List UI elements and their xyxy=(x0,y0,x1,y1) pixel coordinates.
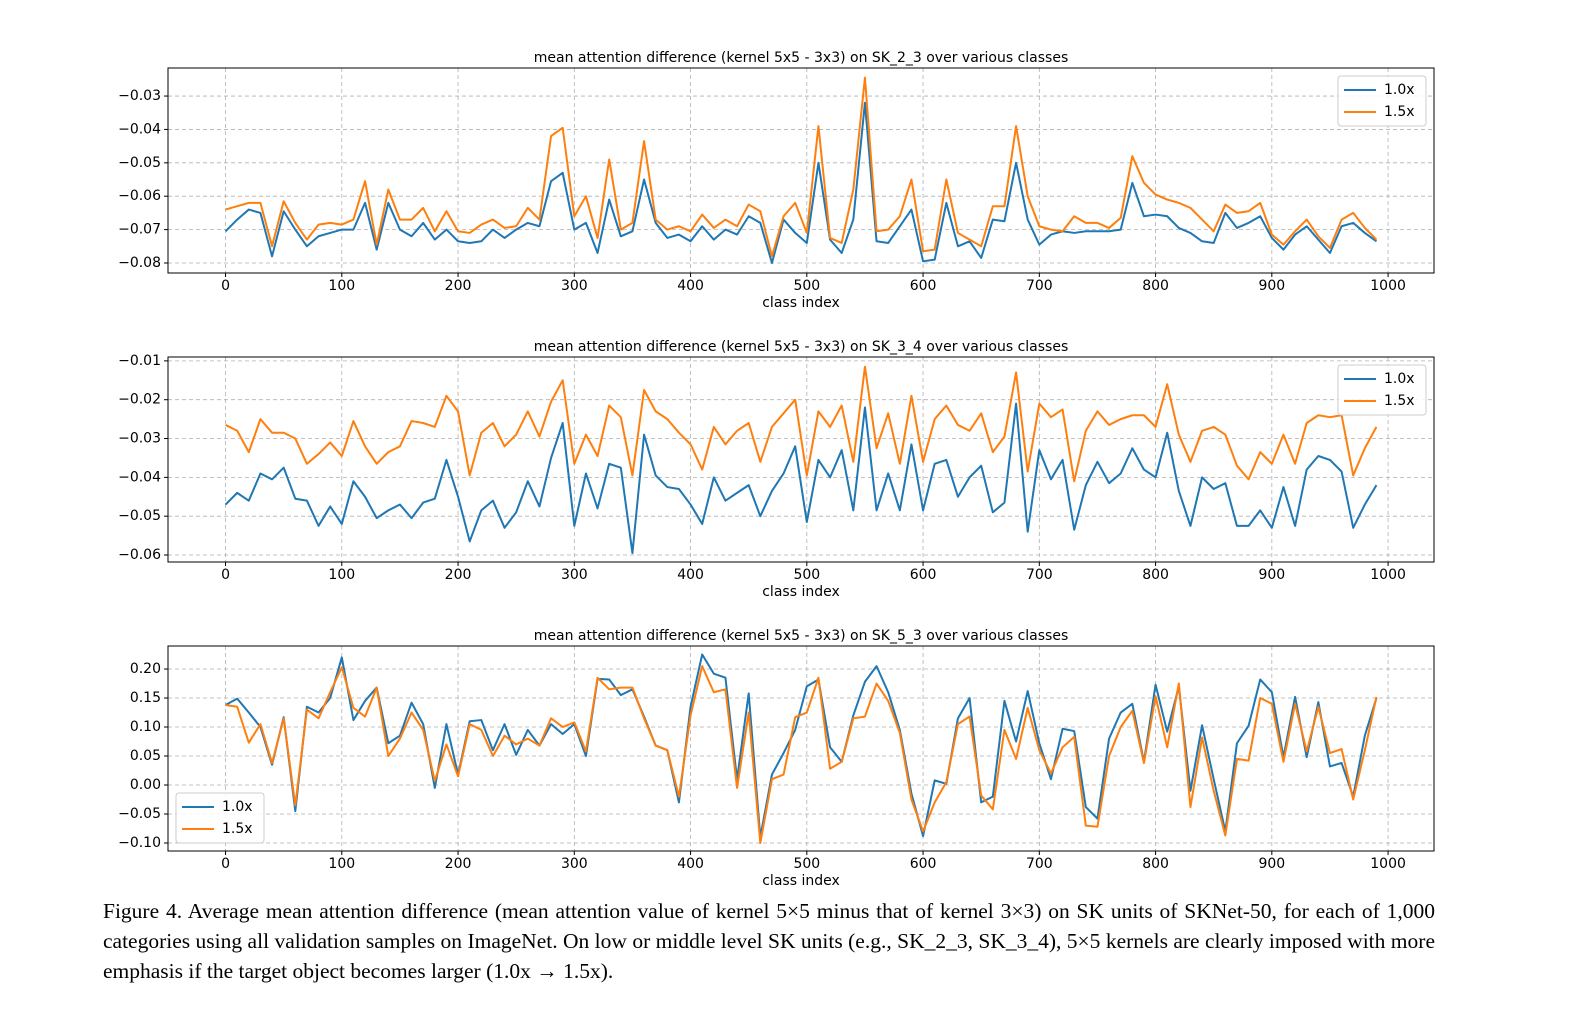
x-tick-label: 1000 xyxy=(1370,278,1406,294)
y-tick-label: −0.06 xyxy=(118,188,161,204)
y-tick-label: −0.05 xyxy=(118,508,161,524)
y-tick-label: −0.05 xyxy=(118,155,161,171)
x-tick-label: 800 xyxy=(1142,856,1169,872)
x-tick-label: 500 xyxy=(793,567,820,583)
x-tick-label: 800 xyxy=(1142,567,1169,583)
y-tick-label: 0.10 xyxy=(130,719,161,735)
chart-title: mean attention difference (kernel 5x5 - … xyxy=(534,50,1069,66)
legend-label: 1.5x xyxy=(1384,104,1415,120)
x-tick-label: 400 xyxy=(677,278,704,294)
y-tick-label: 0.15 xyxy=(130,690,161,706)
x-tick-label: 0 xyxy=(221,278,230,294)
x-tick-label: 600 xyxy=(910,856,937,872)
x-tick-label: 300 xyxy=(561,856,588,872)
x-tick-label: 100 xyxy=(328,567,355,583)
x-tick-label: 500 xyxy=(793,278,820,294)
legend-box xyxy=(1337,75,1427,127)
data-line xyxy=(224,402,1378,555)
figure: mean attention difference (kernel 5x5 - … xyxy=(118,50,1435,889)
y-tick-label: −0.06 xyxy=(118,547,161,563)
x-tick-label: 200 xyxy=(445,567,472,583)
data-line xyxy=(225,665,1378,844)
plot-frame xyxy=(167,67,1435,274)
y-tick-label: −0.07 xyxy=(118,222,161,238)
y-tick-label: −0.05 xyxy=(118,806,161,822)
legend-label: 1.5x xyxy=(1384,393,1415,409)
x-tick-label: 200 xyxy=(445,278,472,294)
x-tick-label: 700 xyxy=(1026,278,1053,294)
y-tick-label: −0.04 xyxy=(118,121,161,137)
x-tick-label: 900 xyxy=(1258,567,1285,583)
x-tick-label: 900 xyxy=(1258,856,1285,872)
x-tick-label: 500 xyxy=(793,856,820,872)
x-tick-label: 600 xyxy=(910,567,937,583)
x-axis-label: class index xyxy=(762,873,840,889)
x-tick-label: 1000 xyxy=(1370,856,1406,872)
legend-box xyxy=(175,792,265,844)
x-tick-label: 100 xyxy=(328,278,355,294)
y-tick-label: −0.04 xyxy=(118,469,161,485)
y-tick-label: −0.03 xyxy=(118,431,161,447)
x-axis-label: class index xyxy=(762,295,840,311)
legend-label: 1.0x xyxy=(1384,371,1415,387)
x-tick-label: 400 xyxy=(677,856,704,872)
data-line xyxy=(225,365,1378,483)
legend-box xyxy=(1337,364,1427,416)
plot-frame xyxy=(167,356,1435,563)
y-tick-label: 0.20 xyxy=(130,661,161,677)
x-tick-label: 300 xyxy=(561,278,588,294)
x-tick-label: 0 xyxy=(221,856,230,872)
legend-label: 1.0x xyxy=(1384,82,1415,98)
data-line xyxy=(224,101,1378,264)
y-tick-label: −0.08 xyxy=(118,255,161,271)
caption: Figure 4. Average mean attention differe… xyxy=(103,899,1435,983)
y-tick-label: −0.10 xyxy=(118,835,161,851)
x-axis-label: class index xyxy=(762,584,840,600)
data-line xyxy=(225,76,1378,258)
legend-label: 1.5x xyxy=(222,821,253,837)
x-tick-label: 800 xyxy=(1142,278,1169,294)
x-tick-label: 700 xyxy=(1026,856,1053,872)
chart-title: mean attention difference (kernel 5x5 - … xyxy=(534,628,1069,644)
x-tick-label: 0 xyxy=(221,567,230,583)
x-tick-label: 1000 xyxy=(1370,567,1406,583)
x-tick-label: 900 xyxy=(1258,278,1285,294)
x-tick-label: 400 xyxy=(677,567,704,583)
x-tick-label: 100 xyxy=(328,856,355,872)
x-tick-label: 200 xyxy=(445,856,472,872)
x-tick-label: 700 xyxy=(1026,567,1053,583)
legend-label: 1.0x xyxy=(222,799,253,815)
y-tick-label: −0.03 xyxy=(118,88,161,104)
y-tick-label: 0.05 xyxy=(130,748,161,764)
y-tick-label: −0.02 xyxy=(118,392,161,408)
plot-frame xyxy=(167,645,1435,852)
y-tick-label: 0.00 xyxy=(130,777,161,793)
chart-title: mean attention difference (kernel 5x5 - … xyxy=(534,339,1069,355)
y-tick-label: −0.01 xyxy=(118,353,161,369)
x-tick-label: 600 xyxy=(910,278,937,294)
x-tick-label: 300 xyxy=(561,567,588,583)
